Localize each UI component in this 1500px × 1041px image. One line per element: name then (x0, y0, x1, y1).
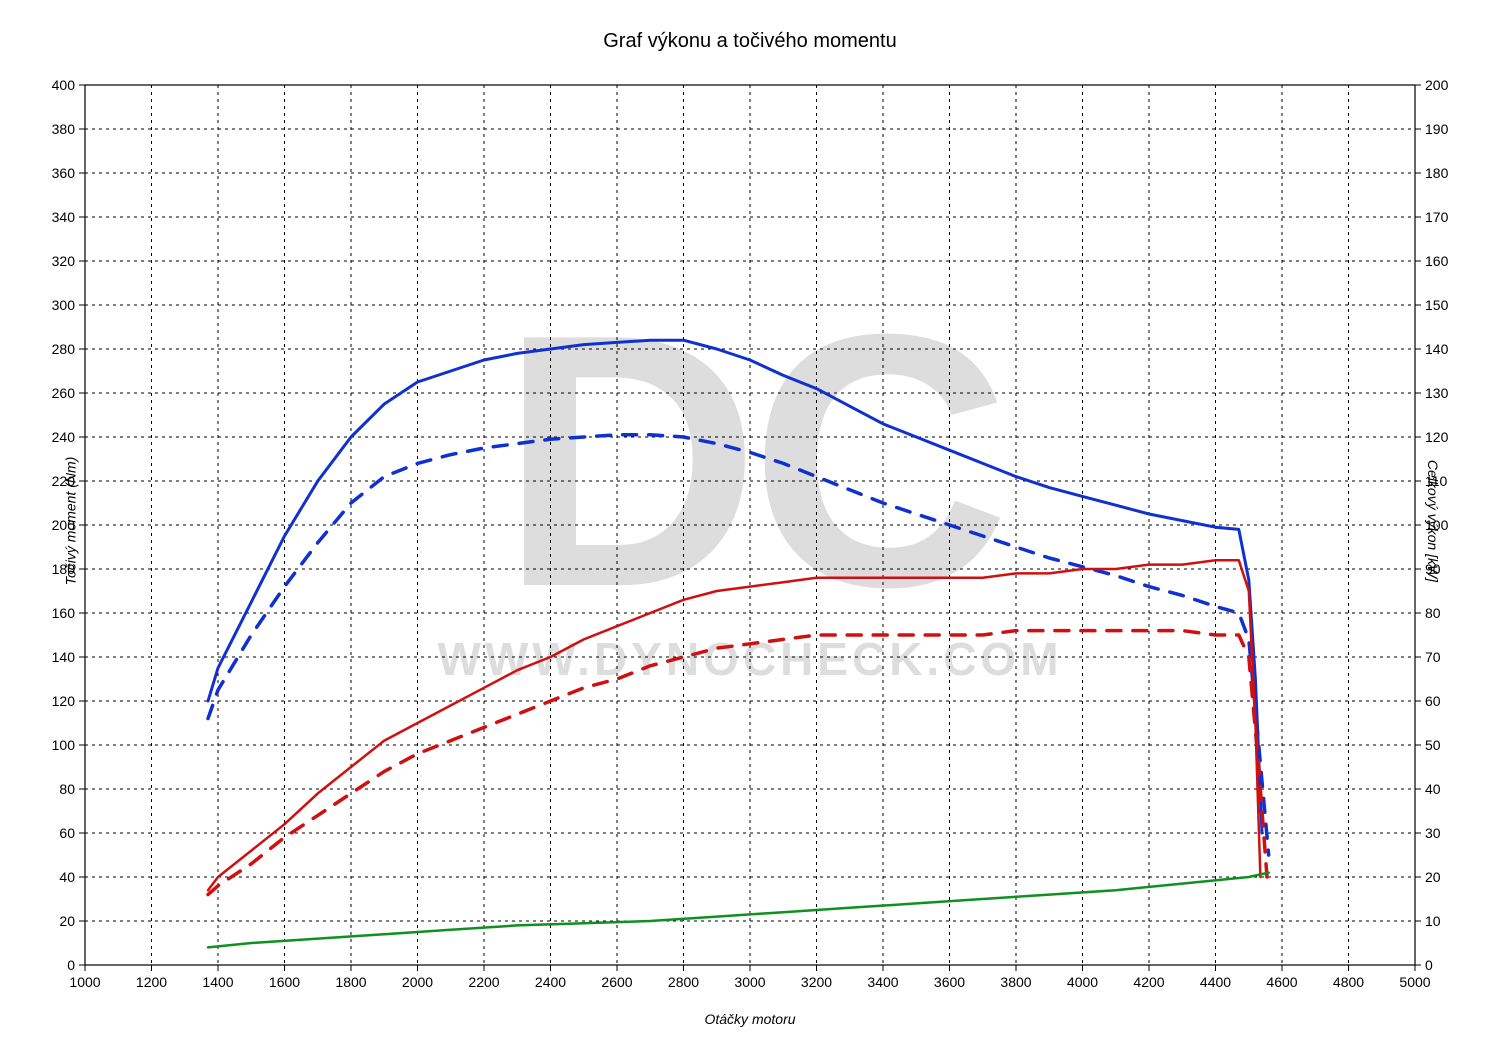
y-right-tick-label: 30 (1425, 825, 1441, 841)
y-left-tick-label: 200 (52, 517, 76, 533)
y-right-tick-label: 70 (1425, 649, 1441, 665)
y-left-tick-label: 100 (52, 737, 76, 753)
y-right-tick-label: 0 (1425, 957, 1433, 973)
y-right-tick-label: 190 (1425, 121, 1449, 137)
y-left-tick-label: 300 (52, 297, 76, 313)
x-tick-label: 2800 (668, 974, 699, 990)
y-left-tick-label: 40 (59, 869, 75, 885)
y-left-tick-label: 160 (52, 605, 76, 621)
x-tick-label: 3000 (734, 974, 765, 990)
y-left-tick-label: 0 (67, 957, 75, 973)
y-left-tick-label: 400 (52, 77, 76, 93)
x-tick-label: 3400 (867, 974, 898, 990)
chart-svg: DCWWW.DYNOCHECK.COM100012001400160018002… (0, 0, 1500, 1041)
watermark-dc-icon: DC (500, 260, 1003, 662)
y-right-tick-label: 20 (1425, 869, 1441, 885)
x-tick-label: 1600 (269, 974, 300, 990)
chart-container: Graf výkonu a točivého momentu Otáčky mo… (0, 0, 1500, 1041)
y-right-tick-label: 170 (1425, 209, 1449, 225)
y-left-tick-label: 140 (52, 649, 76, 665)
y-right-tick-label: 40 (1425, 781, 1441, 797)
y-left-tick-label: 380 (52, 121, 76, 137)
y-left-tick-label: 220 (52, 473, 76, 489)
x-tick-label: 1400 (202, 974, 233, 990)
y-right-tick-label: 120 (1425, 429, 1449, 445)
y-right-tick-label: 200 (1425, 77, 1449, 93)
y-right-tick-label: 160 (1425, 253, 1449, 269)
x-tick-label: 4400 (1200, 974, 1231, 990)
x-tick-label: 4200 (1133, 974, 1164, 990)
series-loss_power (208, 873, 1269, 948)
x-tick-label: 5000 (1399, 974, 1430, 990)
y-left-tick-label: 60 (59, 825, 75, 841)
x-tick-label: 3600 (934, 974, 965, 990)
x-tick-label: 1200 (136, 974, 167, 990)
x-tick-label: 4800 (1333, 974, 1364, 990)
y-right-tick-label: 60 (1425, 693, 1441, 709)
y-right-tick-label: 180 (1425, 165, 1449, 181)
y-right-tick-label: 140 (1425, 341, 1449, 357)
x-tick-label: 3800 (1000, 974, 1031, 990)
y-right-tick-label: 90 (1425, 561, 1441, 577)
y-left-tick-label: 120 (52, 693, 76, 709)
y-right-tick-label: 80 (1425, 605, 1441, 621)
x-tick-label: 1000 (69, 974, 100, 990)
x-tick-label: 2400 (535, 974, 566, 990)
y-left-tick-label: 360 (52, 165, 76, 181)
y-left-tick-label: 320 (52, 253, 76, 269)
y-left-tick-label: 340 (52, 209, 76, 225)
x-tick-label: 4600 (1266, 974, 1297, 990)
y-right-tick-label: 100 (1425, 517, 1449, 533)
y-right-tick-label: 130 (1425, 385, 1449, 401)
y-left-tick-label: 80 (59, 781, 75, 797)
x-tick-label: 2000 (402, 974, 433, 990)
y-left-tick-label: 20 (59, 913, 75, 929)
y-left-tick-label: 180 (52, 561, 76, 577)
x-tick-label: 1800 (335, 974, 366, 990)
y-right-tick-label: 110 (1425, 473, 1448, 489)
x-tick-label: 4000 (1067, 974, 1098, 990)
y-right-tick-label: 10 (1425, 913, 1441, 929)
x-tick-label: 2600 (601, 974, 632, 990)
x-tick-label: 3200 (801, 974, 832, 990)
y-left-tick-label: 280 (52, 341, 76, 357)
y-right-tick-label: 150 (1425, 297, 1449, 313)
y-left-tick-label: 260 (52, 385, 76, 401)
x-tick-label: 2200 (468, 974, 499, 990)
y-right-tick-label: 50 (1425, 737, 1441, 753)
y-left-tick-label: 240 (52, 429, 76, 445)
